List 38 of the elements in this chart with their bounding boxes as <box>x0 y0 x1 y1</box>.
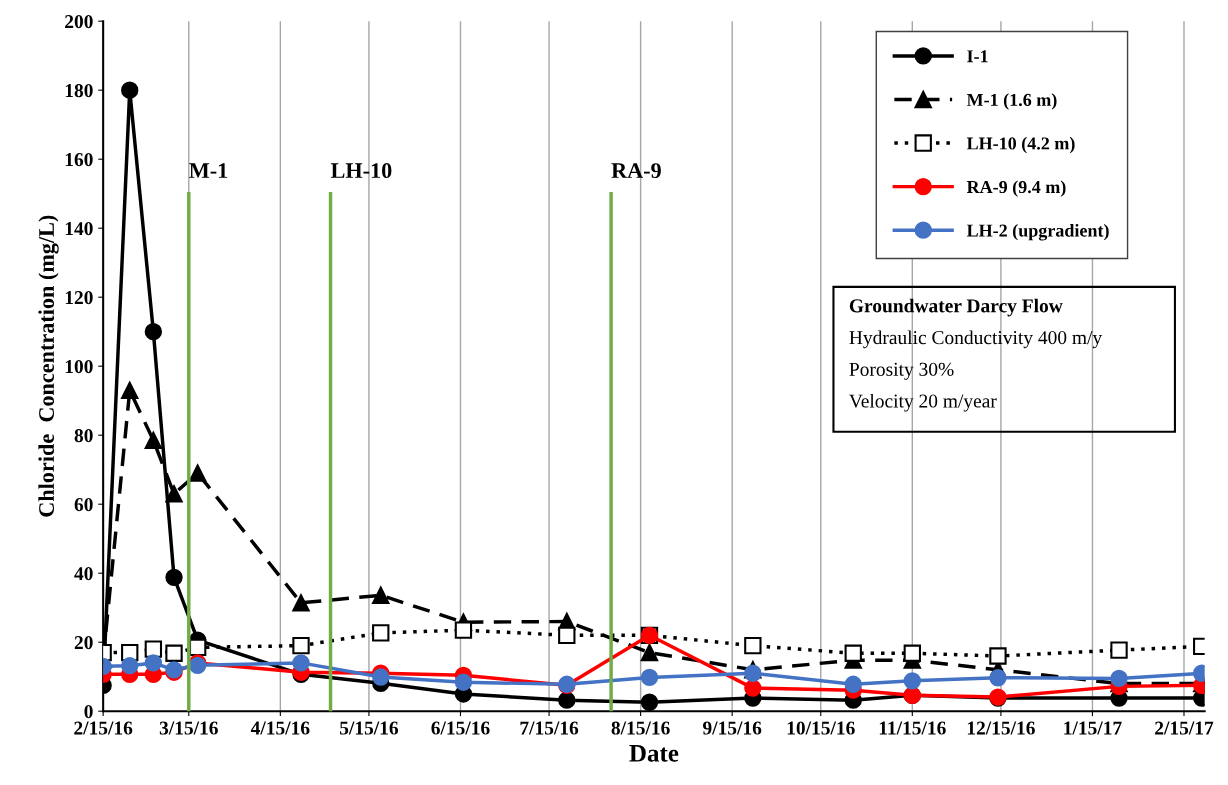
x-tick-label: 5/15/16 <box>340 721 399 735</box>
x-tick-label: 3/15/16 <box>159 721 218 735</box>
annotation: Porosity 30% <box>849 362 954 380</box>
annotation: Hydraulic Conductivity 400 m/y <box>849 330 1103 349</box>
y-tick-label: 20 <box>74 636 93 650</box>
legend-label: LH-2 (upgradient) <box>966 223 1109 241</box>
y-tick-label: 200 <box>65 15 93 29</box>
x-tick-label: 11/15/16 <box>879 721 946 735</box>
y-tick-label: 160 <box>65 153 93 167</box>
x-tick-label: 4/15/16 <box>250 721 310 735</box>
annotation: Groundwater Darcy Flow <box>849 298 1063 317</box>
x-tick-label: 6/15/16 <box>431 721 490 735</box>
legend-label: M-1 (1.6 m) <box>966 93 1057 110</box>
y-tick-label: 100 <box>65 360 93 374</box>
x-tick-label: 1/15/17 <box>1064 721 1122 735</box>
x-axis-title: Date <box>629 745 679 762</box>
x-tick-label: 12/15/16 <box>967 721 1035 735</box>
annotation: LH-10 <box>330 163 392 179</box>
annotation: Velocity 20 m/year <box>849 393 997 412</box>
legend-label: RA-9 (9.4 m) <box>966 180 1066 197</box>
legend-label: LH-10 (4.2 m) <box>966 136 1075 154</box>
annotation: RA-9 <box>611 163 661 179</box>
x-tick-label: 2/15/16 <box>74 721 133 735</box>
x-tick-label: 2/15/17 <box>1155 721 1214 735</box>
y-tick-label: 140 <box>65 222 93 236</box>
x-tick-label: 8/15/16 <box>611 721 670 735</box>
y-tick-label: 60 <box>74 498 93 512</box>
y-tick-label: 80 <box>74 429 93 443</box>
y-tick-label: 180 <box>65 84 93 98</box>
x-tick-label: 9/15/16 <box>702 721 762 735</box>
annotation: M-1 <box>189 163 228 178</box>
y-tick-label: 120 <box>65 291 93 305</box>
y-tick-label: 40 <box>74 567 93 581</box>
x-tick-label: 10/15/16 <box>787 721 855 735</box>
legend-label: I-1 <box>967 50 988 63</box>
y-tick-label: 0 <box>84 705 93 719</box>
y-axis-title: Chloride Concentration (mg/L) <box>38 215 59 517</box>
x-tick-label: 7/15/16 <box>520 721 579 735</box>
